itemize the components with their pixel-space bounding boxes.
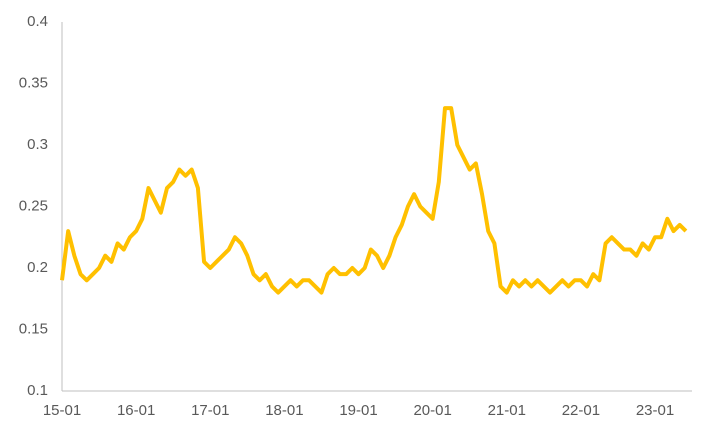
x-tick-label: 21-01	[488, 402, 526, 419]
x-tick-label: 23-01	[636, 402, 674, 419]
x-tick-label: 17-01	[191, 402, 229, 419]
y-tick-label: 0.35	[19, 74, 48, 91]
data-line	[60, 106, 688, 295]
x-tick-label: 18-01	[265, 402, 303, 419]
y-tick-label: 0.15	[19, 320, 48, 337]
y-tick-label: 0.3	[27, 136, 48, 153]
y-tick-label: 0.25	[19, 197, 48, 214]
x-tick-label: 20-01	[413, 402, 451, 419]
x-tick-label: 19-01	[339, 402, 377, 419]
y-tick-label: 0.1	[27, 382, 48, 399]
y-tick-label: 0.4	[27, 13, 48, 30]
x-tick-label: 22-01	[562, 402, 600, 419]
y-tick-label: 0.2	[27, 259, 48, 276]
x-tick-label: 16-01	[117, 402, 155, 419]
x-tick-label: 15-01	[43, 402, 81, 419]
